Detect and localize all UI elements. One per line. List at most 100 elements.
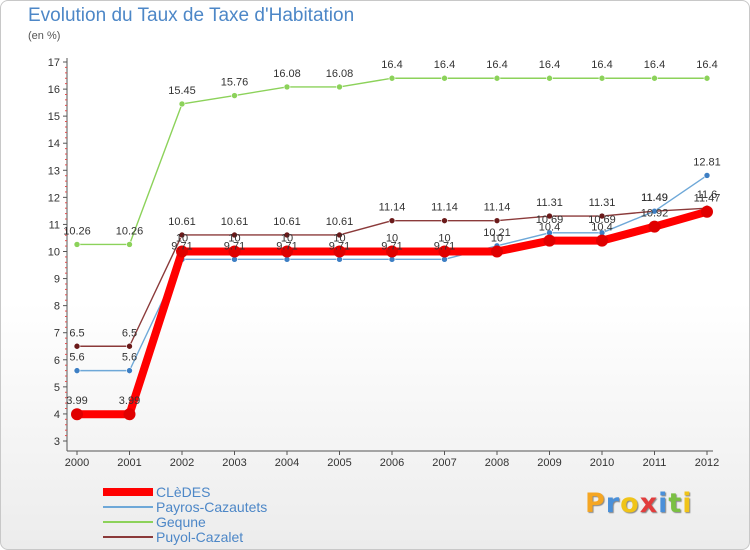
data-label-payros-cazautets: 5.6 — [69, 352, 84, 364]
logo-letter: P — [585, 488, 606, 519]
data-label-cl-des: 10.92 — [641, 208, 669, 220]
data-label-payros-cazautets: 10.69 — [588, 214, 616, 226]
logo-letter: t — [668, 488, 683, 519]
data-label-cl-des: 3.99 — [66, 395, 87, 407]
data-label-gequne: 10.26 — [116, 225, 144, 237]
data-label-gequne: 10.26 — [63, 225, 91, 237]
data-label-payros-cazautets: 9.71 — [434, 240, 455, 252]
data-label-payros-cazautets: 9.71 — [276, 240, 297, 252]
y-tick-label: 10 — [48, 247, 60, 259]
data-point-puyol-cazalet — [178, 231, 186, 239]
data-point-gequne — [598, 74, 606, 82]
y-tick-label: 4 — [54, 409, 60, 421]
data-label-payros-cazautets: 11.49 — [641, 192, 668, 204]
data-point-gequne — [388, 74, 396, 82]
data-point-cl-des — [176, 245, 188, 258]
data-labels: 10.26 10.26 15.45 15.76 16.08 16.08 16.4 16.4 16… — [63, 59, 721, 407]
data-point-puyol-cazalet — [336, 231, 343, 239]
data-label-cl-des: 3.99 — [119, 395, 140, 407]
y-tick-label: 8 — [54, 301, 60, 313]
y-tick-label: 17 — [48, 57, 60, 69]
x-tick-label: 2006 — [380, 457, 404, 469]
data-point-puyol-cazalet — [388, 217, 396, 224]
data-label-payros-cazautets: 9.71 — [381, 240, 402, 252]
data-point-gequne — [73, 241, 81, 248]
data-point-gequne — [651, 74, 658, 82]
data-point-puyol-cazalet — [126, 342, 133, 350]
data-label-gequne: 16.4 — [486, 59, 507, 71]
logo-letter: i — [682, 488, 693, 519]
data-label-puyol-cazalet: 11.49 — [641, 192, 668, 204]
data-label-puyol-cazalet: 6.5 — [69, 327, 84, 339]
data-label-payros-cazautets: 5.6 — [122, 352, 137, 364]
data-label-cl-des: 10 — [281, 233, 293, 245]
data-point-gequne — [231, 92, 238, 99]
data-label-puyol-cazalet: 11.14 — [431, 202, 458, 214]
data-label-puyol-cazalet: 10.61 — [221, 216, 249, 228]
y-tick-label: 7 — [54, 328, 60, 340]
data-label-cl-des: 10 — [176, 233, 188, 245]
data-label-payros-cazautets: 10.69 — [536, 214, 564, 226]
data-label-gequne: 16.4 — [696, 59, 717, 71]
data-label-gequne: 16.4 — [591, 59, 612, 71]
logo-letter: r — [605, 488, 621, 519]
data-point-cl-des — [648, 220, 661, 233]
x-tick-label: 2001 — [117, 457, 141, 469]
data-point-puyol-cazalet — [441, 217, 448, 224]
data-label-payros-cazautets: 12.81 — [693, 156, 721, 168]
data-label-cl-des: 10 — [386, 233, 398, 245]
data-point-cl-des — [386, 245, 398, 258]
data-point-cl-des — [228, 245, 241, 258]
y-tick-label: 12 — [48, 192, 60, 204]
data-point-puyol-cazalet — [493, 217, 501, 224]
data-point-payros-cazautets — [703, 172, 711, 179]
legend-label: CLèDES — [156, 484, 210, 500]
y-tick-label: 13 — [48, 165, 60, 177]
data-point-gequne — [546, 74, 553, 82]
data-label-gequne: 15.76 — [221, 77, 249, 89]
x-tick-label: 2002 — [170, 457, 194, 469]
x-tick-label: 2004 — [275, 457, 299, 469]
x-tick-label: 2011 — [643, 457, 667, 469]
series-lines — [71, 74, 713, 421]
data-label-puyol-cazalet: 11.6 — [697, 189, 718, 201]
data-label-cl-des: 10.4 — [591, 222, 612, 234]
data-point-gequne — [441, 74, 448, 82]
legend-label: Payros-Cazautets — [156, 499, 267, 515]
data-point-cl-des — [123, 408, 136, 421]
proxiti-logo: Proxiti — [585, 488, 693, 519]
data-label-payros-cazautets: 9.71 — [329, 240, 350, 252]
data-label-puyol-cazalet: 10.61 — [273, 216, 301, 228]
data-point-cl-des — [281, 245, 293, 258]
data-point-payros-cazautets — [73, 367, 81, 374]
logo-letter: o — [620, 488, 640, 519]
x-tick-label: 2003 — [222, 457, 246, 469]
y-tick-label: 5 — [54, 382, 60, 394]
logo-letter: i — [658, 488, 669, 519]
data-point-cl-des — [71, 408, 83, 421]
data-point-payros-cazautets — [126, 367, 133, 374]
y-tick-label: 9 — [54, 274, 60, 286]
y-tick-label: 3 — [54, 436, 60, 448]
data-point-gequne — [493, 74, 501, 82]
data-label-payros-cazautets: 9.71 — [171, 240, 192, 252]
data-point-puyol-cazalet — [231, 231, 238, 239]
data-point-gequne — [336, 83, 343, 91]
data-label-puyol-cazalet: 6.5 — [122, 327, 137, 339]
data-label-payros-cazautets: 9.71 — [224, 240, 245, 252]
legend-label: Puyol-Cazalet — [156, 529, 243, 545]
data-label-puyol-cazalet: 11.31 — [536, 197, 563, 209]
data-label-gequne: 16.4 — [644, 59, 665, 71]
axes: 3 4 5 6 7 8 9 10 11 12 13 14 15 16 17 2000 2001 2002 2003 2… — [48, 57, 719, 469]
data-label-gequne: 16.4 — [381, 59, 402, 71]
data-label-cl-des: 10 — [333, 233, 345, 245]
data-point-puyol-cazalet — [283, 231, 291, 239]
y-axis-unit-label: (en %) — [28, 30, 61, 42]
data-point-cl-des — [701, 205, 713, 218]
data-point-cl-des — [438, 245, 451, 258]
chart-title: Evolution du Taux de Taxe d'Habitation — [28, 5, 355, 26]
data-label-gequne: 16.4 — [434, 59, 455, 71]
x-tick-label: 2010 — [590, 457, 614, 469]
x-tick-label: 2009 — [537, 457, 561, 469]
